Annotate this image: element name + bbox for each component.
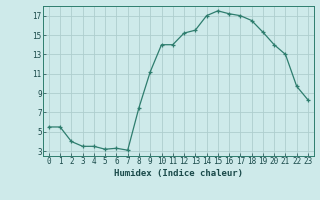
X-axis label: Humidex (Indice chaleur): Humidex (Indice chaleur): [114, 169, 243, 178]
